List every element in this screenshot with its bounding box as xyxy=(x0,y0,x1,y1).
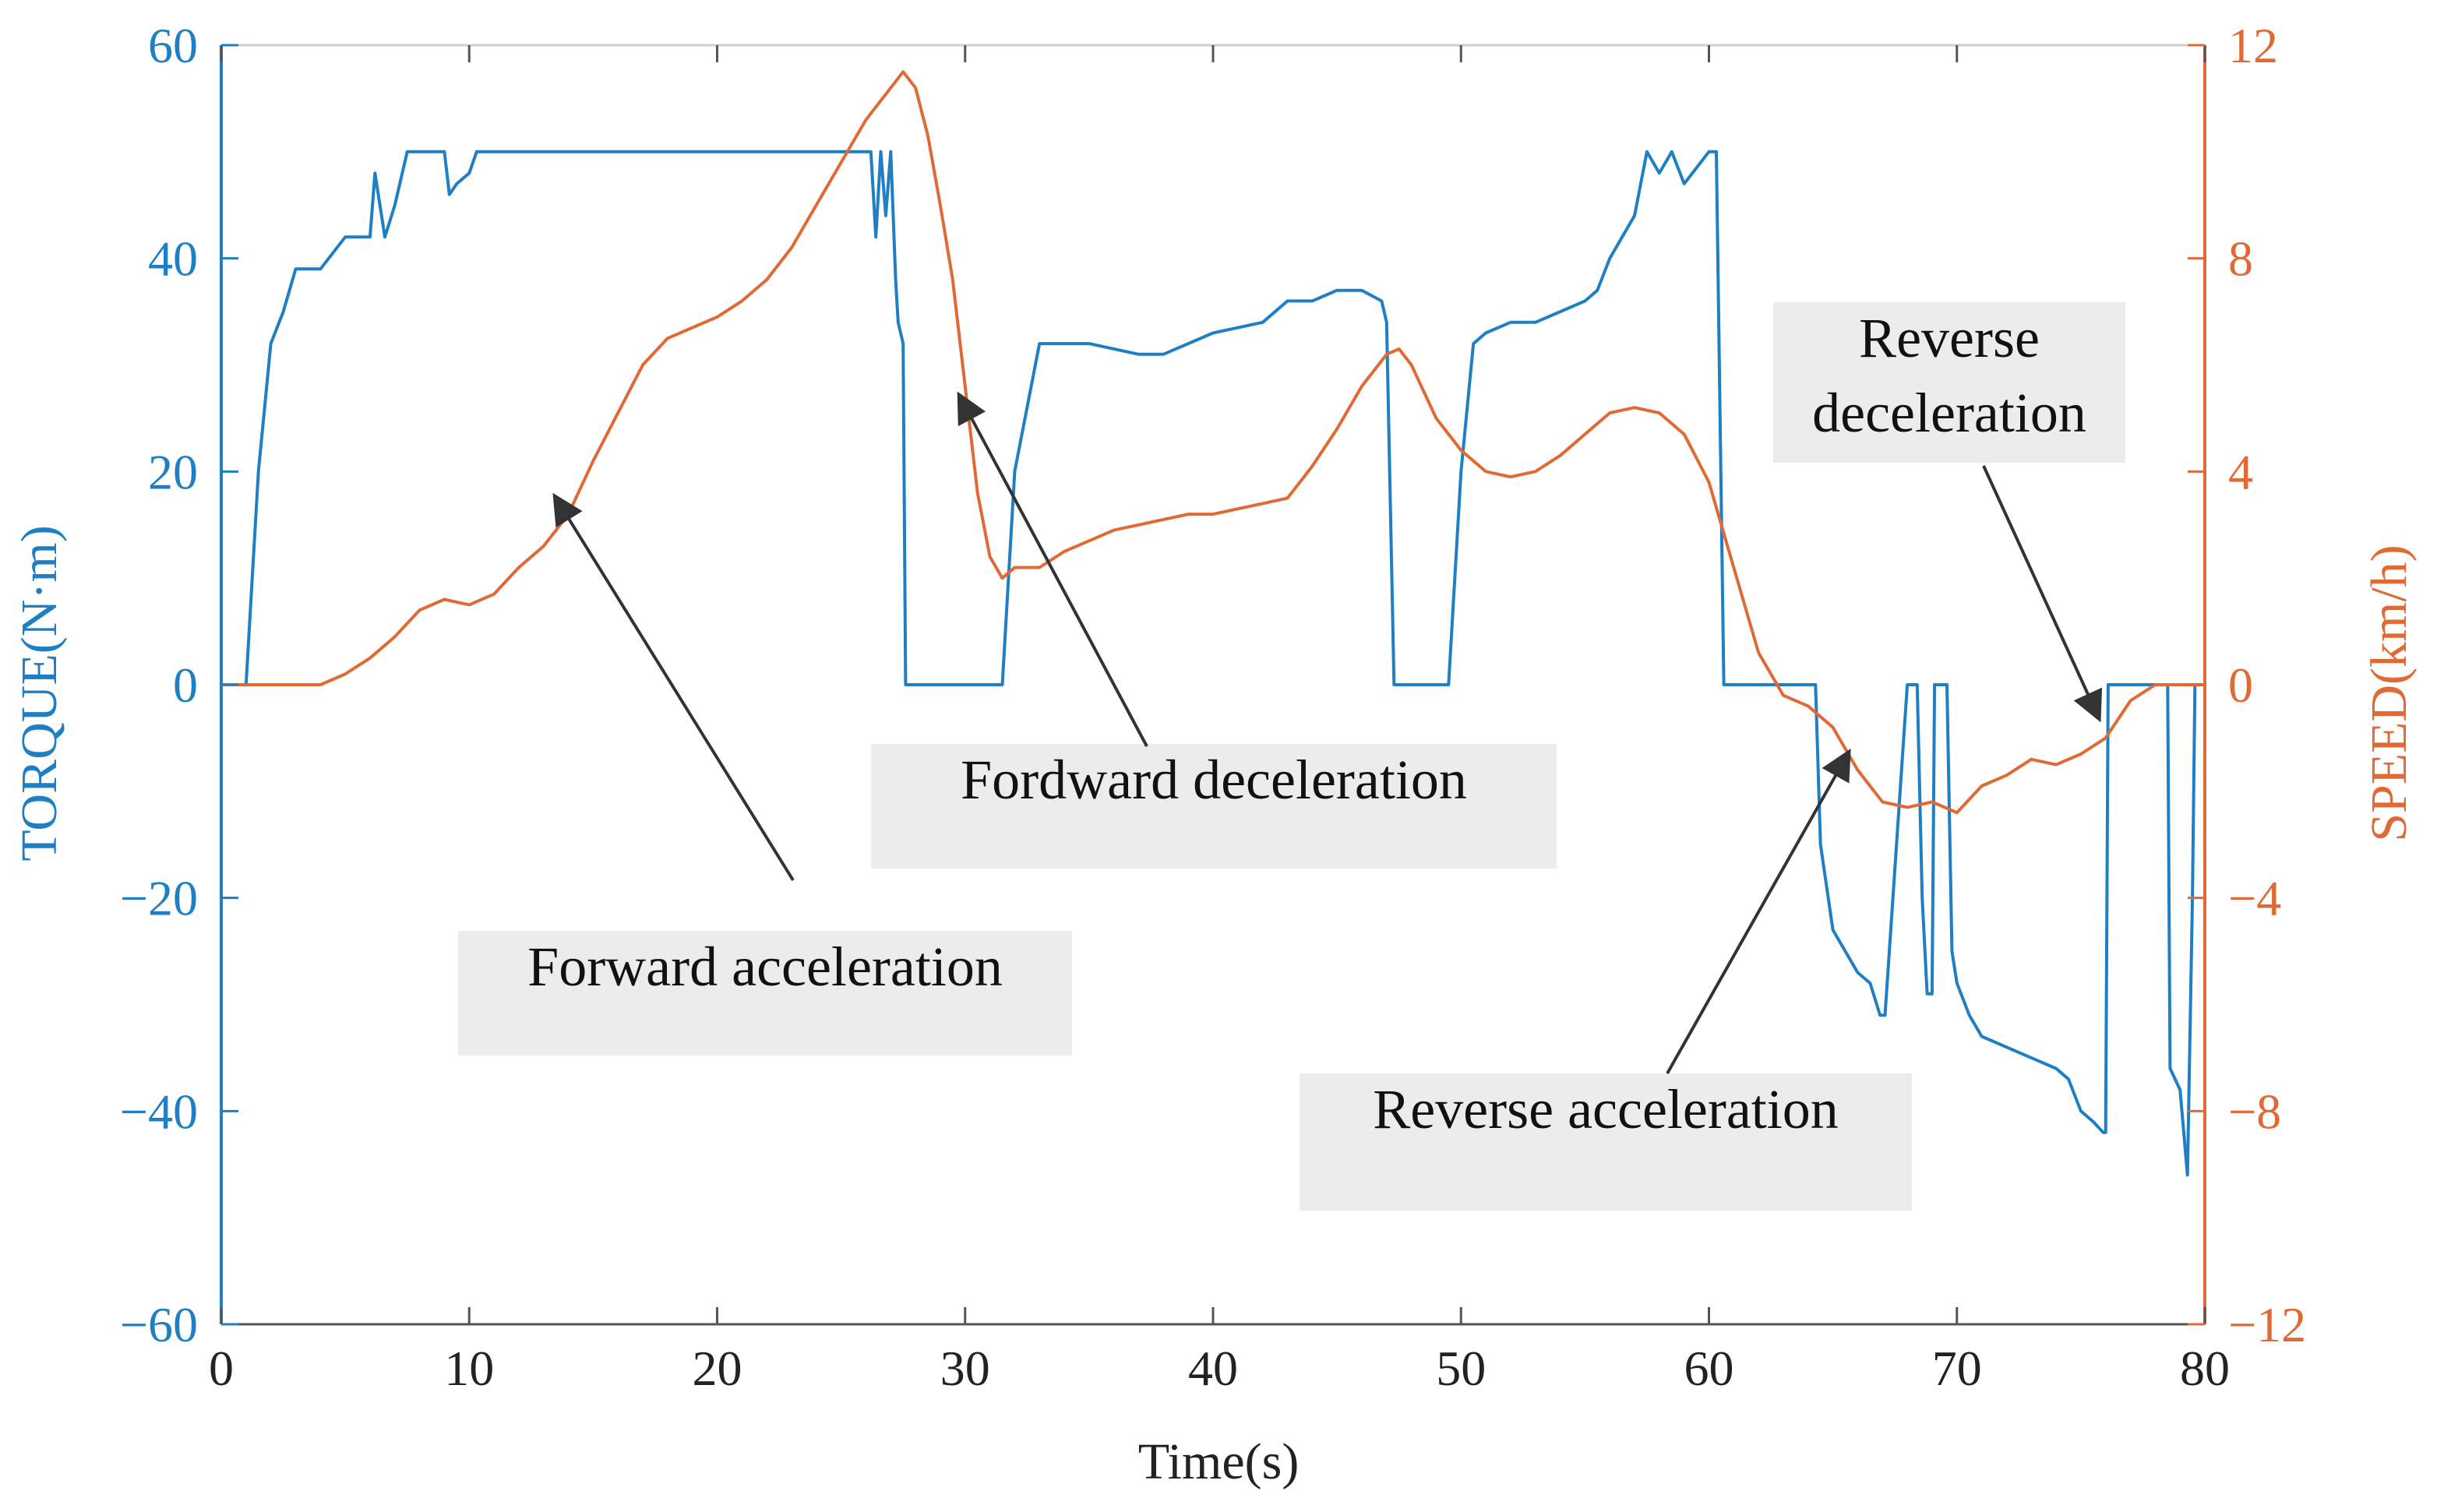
y-right-tick-label: −4 xyxy=(2228,871,2281,926)
y-left-tick-label: 20 xyxy=(148,444,198,499)
annotation-text: Reverse xyxy=(1859,307,2040,369)
annotation-box xyxy=(1300,1073,1912,1211)
ticks-layer: 0 10 20 30 40 50 60 70 806040200−20−40−6012840−4… xyxy=(120,18,2306,1396)
annotation-text: Reverse acceleration xyxy=(1373,1078,1839,1140)
annotation-text: Forward acceleration xyxy=(527,936,1003,998)
y-left-tick-label: −40 xyxy=(120,1084,198,1139)
y-right-tick-label: 0 xyxy=(2228,657,2253,713)
annotation-layer: Forward acceleration Fordward deceleratio… xyxy=(458,302,2125,1211)
y-right-tick-label: −12 xyxy=(2228,1297,2306,1352)
y-right-tick-label: 8 xyxy=(2228,231,2253,287)
annotation-arrow xyxy=(957,391,1148,747)
annotation: Reverse acceleration xyxy=(1300,748,1912,1211)
x-axis-title: Time(s) xyxy=(1138,1433,1300,1490)
series-line-torque xyxy=(221,150,2198,1177)
y-left-tick-label: 0 xyxy=(173,657,198,713)
annotation: Reverse deceleration xyxy=(1773,302,2125,723)
x-tick-label: 0 xyxy=(209,1341,234,1396)
x-tick-label: 80 xyxy=(2180,1341,2230,1396)
x-tick-label: 20 xyxy=(693,1341,742,1396)
y-right-tick-label: 12 xyxy=(2228,18,2278,73)
annotation-box xyxy=(458,931,1072,1056)
annotation: Fordward deceleration xyxy=(871,391,1557,869)
y-left-tick-label: 40 xyxy=(148,231,198,287)
y-left-axis-title: TORQUE(N·m) xyxy=(11,525,68,861)
y-right-axis-title: SPEED(km/h) xyxy=(2361,545,2418,841)
annotation-text: Fordward deceleration xyxy=(961,749,1467,811)
annotation-box xyxy=(1773,302,2125,463)
x-tick-label: 10 xyxy=(444,1341,494,1396)
annotation-arrow xyxy=(1666,748,1851,1074)
annotation-box xyxy=(871,744,1557,869)
x-tick-label: 60 xyxy=(1684,1341,1734,1396)
x-tick-label: 70 xyxy=(1932,1341,1982,1396)
y-left-tick-label: −20 xyxy=(120,871,198,926)
x-tick-label: 40 xyxy=(1188,1341,1238,1396)
x-tick-label: 30 xyxy=(940,1341,990,1396)
annotation: Forward acceleration xyxy=(458,492,1072,1056)
annotation-arrow xyxy=(1982,465,2103,723)
y-left-tick-label: 60 xyxy=(148,18,198,73)
x-tick-label: 50 xyxy=(1436,1341,1486,1396)
y-left-tick-label: −60 xyxy=(120,1297,198,1352)
annotation-arrow xyxy=(552,492,795,882)
y-right-tick-label: −8 xyxy=(2228,1084,2281,1139)
y-right-tick-label: 4 xyxy=(2228,444,2253,499)
annotation-text: deceleration xyxy=(1812,382,2086,444)
